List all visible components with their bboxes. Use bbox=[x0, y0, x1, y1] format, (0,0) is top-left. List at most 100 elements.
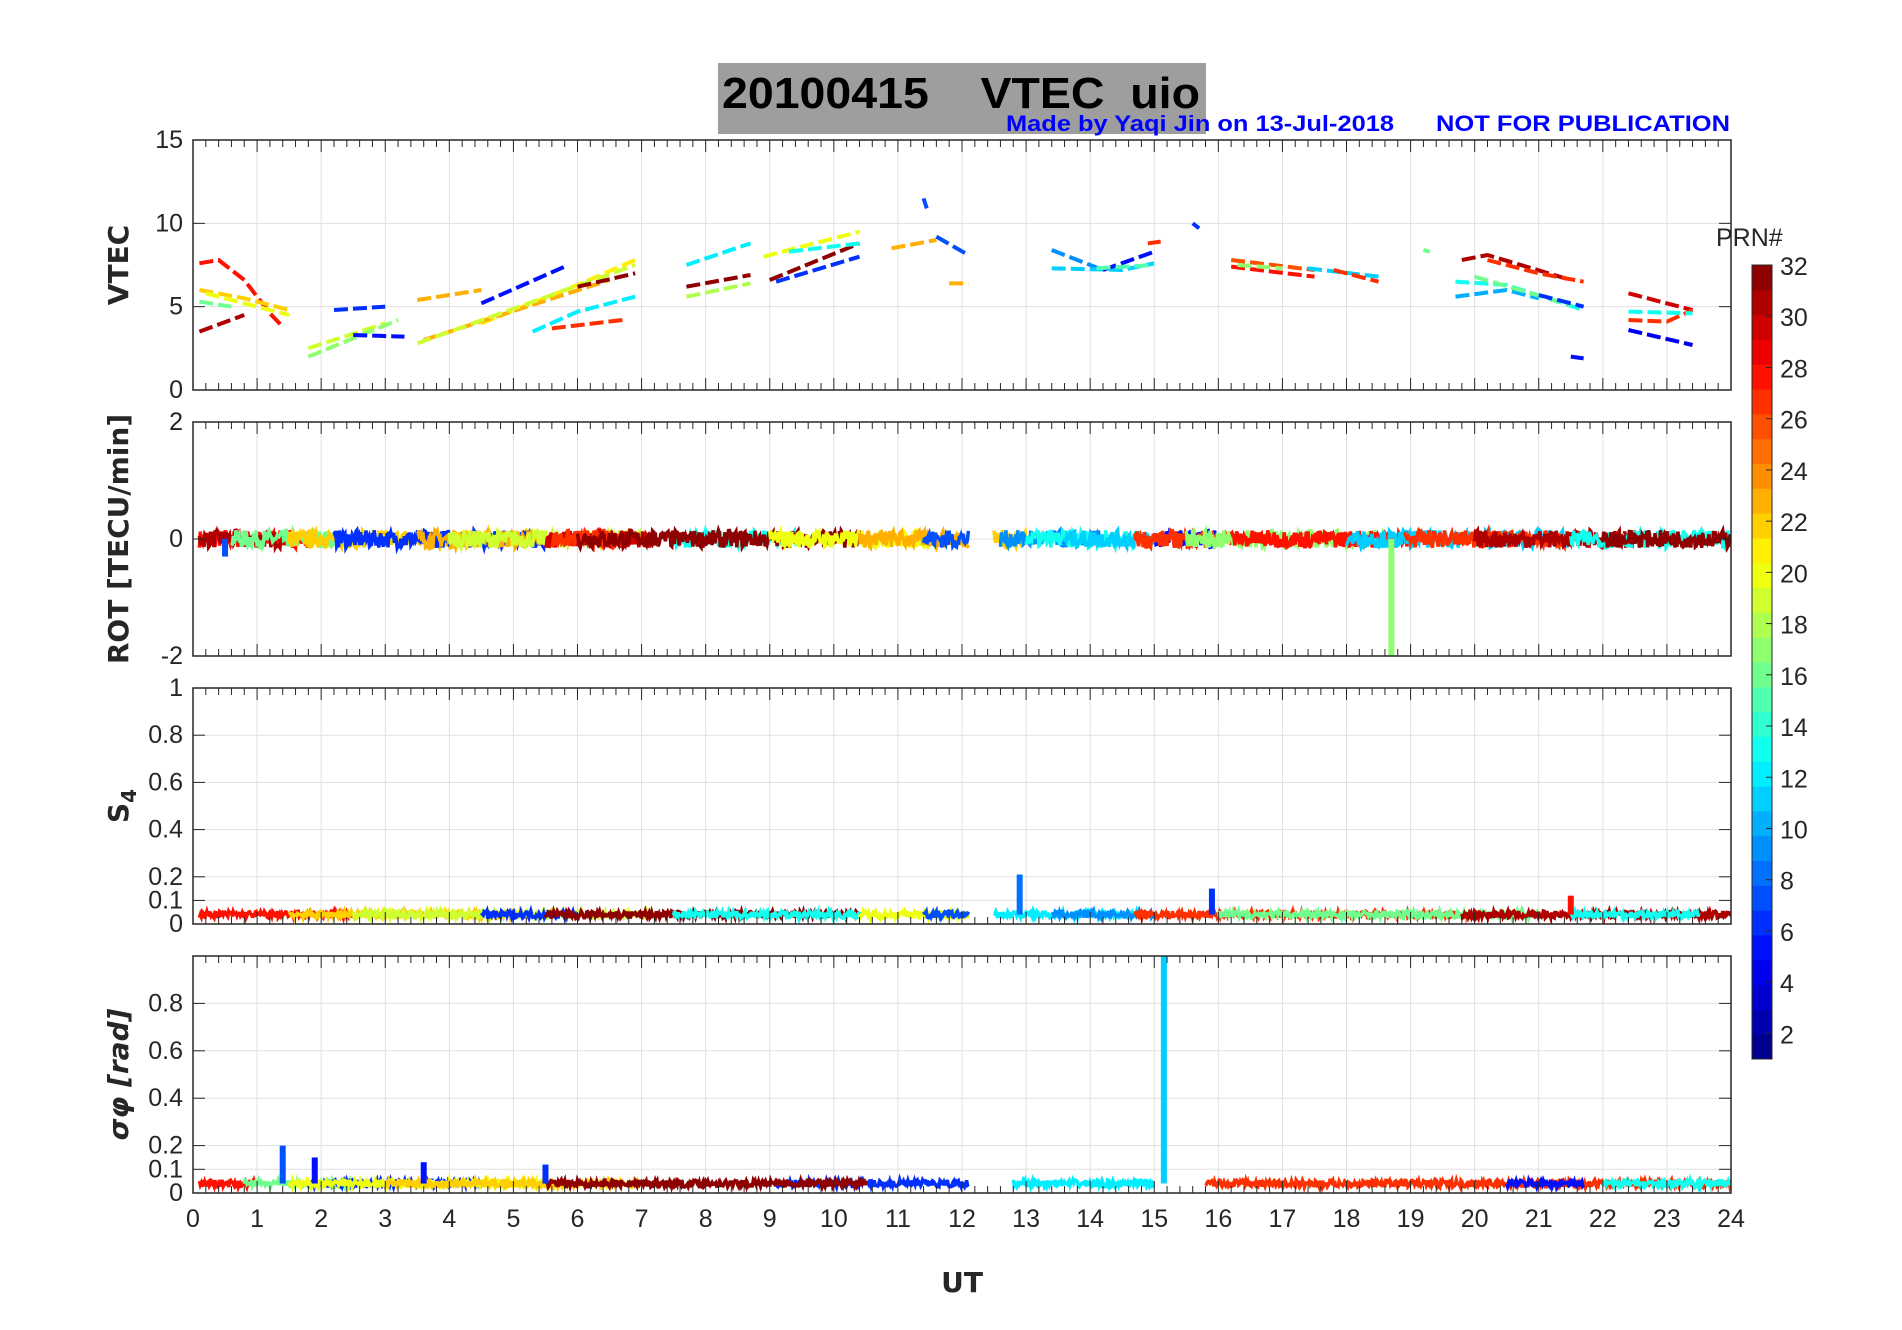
y-tick-label: 0 bbox=[169, 910, 183, 938]
vtec-track-prn-32 bbox=[577, 271, 636, 289]
vtec-track-prn-26 bbox=[1230, 258, 1315, 272]
colorbar-tick-label: 14 bbox=[1780, 714, 1808, 742]
rot-series-prn-7 bbox=[921, 527, 971, 552]
colorbar-tick-label: 30 bbox=[1780, 304, 1808, 332]
y-tick-label: 15 bbox=[155, 126, 183, 154]
s4-series-prn-13 bbox=[1569, 905, 1701, 924]
y-tick-label: 10 bbox=[155, 209, 183, 237]
x-tick-label: 5 bbox=[506, 1205, 520, 1233]
panel-sigma_phi: 00.10.20.40.60.8σφ [rad]0 1 2 3 4 5 6 7 8 9 10 11 12… bbox=[102, 955, 1745, 1233]
colorbar-tick-label: 8 bbox=[1780, 868, 1794, 896]
x-tick-label: 19 bbox=[1397, 1205, 1425, 1233]
vtec-track-prn-27 bbox=[1486, 258, 1584, 284]
colorbar-swatch bbox=[1752, 637, 1772, 663]
colorbar-swatch bbox=[1752, 537, 1772, 564]
not-for-publication-text: NOT FOR PUBLICATION bbox=[1436, 111, 1730, 136]
vtec-track-prn-5 bbox=[1570, 354, 1584, 361]
vtec-track-prn-6 bbox=[333, 304, 386, 312]
colorbar-swatch bbox=[1752, 786, 1772, 812]
x-axis-label: UT bbox=[941, 1266, 983, 1299]
colorbar-swatch bbox=[1752, 612, 1772, 638]
colorbar-swatch bbox=[1752, 513, 1772, 539]
y-tick-label: 1 bbox=[169, 674, 183, 702]
y-tick-label: 0.8 bbox=[148, 989, 183, 1017]
x-tick-label: 3 bbox=[378, 1205, 392, 1233]
s4-series-prn-13 bbox=[671, 904, 862, 924]
colorbar-swatch bbox=[1752, 289, 1772, 316]
vtec-track-prn-23 bbox=[416, 288, 482, 302]
colorbar-swatch bbox=[1752, 265, 1772, 291]
sigma_phi-series-prn-12 bbox=[1011, 1173, 1156, 1193]
colorbar-swatch bbox=[1752, 488, 1772, 514]
vtec-track-prn-4 bbox=[1628, 328, 1694, 347]
colorbar-tick-label: 2 bbox=[1780, 1021, 1794, 1049]
x-tick-label: 2 bbox=[314, 1205, 328, 1233]
vtec-track-prn-5 bbox=[480, 264, 566, 306]
colorbar-swatch bbox=[1752, 686, 1772, 713]
rot-series-prn-32 bbox=[575, 526, 656, 554]
vtec-track-prn-11 bbox=[1307, 266, 1379, 279]
colorbar-label: PRN# bbox=[1716, 224, 1783, 252]
series-group bbox=[197, 874, 1731, 924]
vtec-track-prn-28 bbox=[1230, 264, 1315, 279]
x-tick-label: 10 bbox=[820, 1205, 848, 1233]
y-axis-label-vtec: VTEC bbox=[102, 225, 135, 305]
colorbar-tick-label: 22 bbox=[1780, 509, 1808, 537]
colorbar-swatch bbox=[1752, 389, 1772, 415]
y-tick-label: 0.2 bbox=[148, 863, 183, 891]
colorbar-frame bbox=[1751, 264, 1773, 1060]
colorbar-swatch bbox=[1752, 1034, 1772, 1060]
colorbar-swatch bbox=[1752, 761, 1772, 787]
vtec-track-prn-32 bbox=[686, 273, 751, 289]
colorbar-swatch bbox=[1752, 885, 1772, 911]
vtec-track-prn-7 bbox=[921, 197, 929, 209]
vtec-track-prn-12 bbox=[531, 294, 636, 334]
vtec-track-prn-7 bbox=[935, 234, 970, 257]
vtec-track-prn-30 bbox=[1627, 291, 1694, 312]
sigma_phi-series-prn-32 bbox=[543, 1173, 772, 1193]
panel-vtec: 0 5 10 15 VTEC bbox=[102, 126, 1732, 404]
colorbar-swatch bbox=[1752, 562, 1772, 589]
vtec-track-prn-10 bbox=[1455, 287, 1540, 301]
panel-rot: -2 0 2 ROT [TECU/min] bbox=[102, 408, 1732, 670]
vtec-track-prn-11 bbox=[1051, 261, 1155, 273]
y-tick-label: -2 bbox=[161, 642, 183, 670]
vtec-track-prn-6 bbox=[775, 254, 861, 284]
colorbar-swatch bbox=[1752, 364, 1772, 390]
rot-series-prn-27 bbox=[1133, 526, 1233, 552]
vtec-track-prn-31 bbox=[198, 313, 245, 334]
colorbar-swatch bbox=[1752, 314, 1772, 340]
colorbar-swatch bbox=[1752, 835, 1772, 861]
colorbar-swatch bbox=[1752, 810, 1772, 837]
vtec-track-prn-5 bbox=[1102, 249, 1155, 272]
colorbar-swatch bbox=[1752, 711, 1772, 737]
series-group bbox=[197, 956, 1731, 1193]
sigma_phi-series-prn-5 bbox=[1505, 1174, 1585, 1193]
y-tick-label: 0.8 bbox=[148, 721, 183, 749]
x-tick-label: 22 bbox=[1589, 1205, 1617, 1233]
credit-text: Made by Yaqi Jin on 13-Jul-2018 bbox=[1006, 111, 1394, 136]
colorbar-tick-label: 6 bbox=[1780, 919, 1794, 947]
series-group bbox=[197, 523, 1731, 656]
vtec-track-prn-17 bbox=[307, 318, 399, 359]
vtec-track-prn-5 bbox=[353, 333, 405, 339]
colorbar-tick-label: 20 bbox=[1780, 560, 1808, 588]
colorbar-swatch bbox=[1752, 339, 1772, 365]
vtec-track-prn-16 bbox=[1422, 248, 1431, 254]
x-tick-label: 7 bbox=[635, 1205, 649, 1233]
y-tick-label: 0 bbox=[169, 525, 183, 553]
vtec-track-prn-22 bbox=[199, 288, 290, 312]
colorbar-tick-label: 28 bbox=[1780, 355, 1808, 383]
vtec-track-prn-27 bbox=[1333, 268, 1380, 284]
vtec-track-prn-16 bbox=[1474, 274, 1572, 307]
vtec-track-prn-12 bbox=[685, 241, 752, 267]
x-tick-label: 23 bbox=[1653, 1205, 1681, 1233]
vtec-track-prn-15 bbox=[1096, 263, 1155, 271]
colorbar-swatch bbox=[1752, 736, 1772, 762]
x-tick-label: 4 bbox=[442, 1205, 456, 1233]
vtec-track-prn-19 bbox=[416, 263, 636, 346]
y-tick-label: 0 bbox=[169, 1179, 183, 1207]
series-group bbox=[198, 197, 1694, 361]
